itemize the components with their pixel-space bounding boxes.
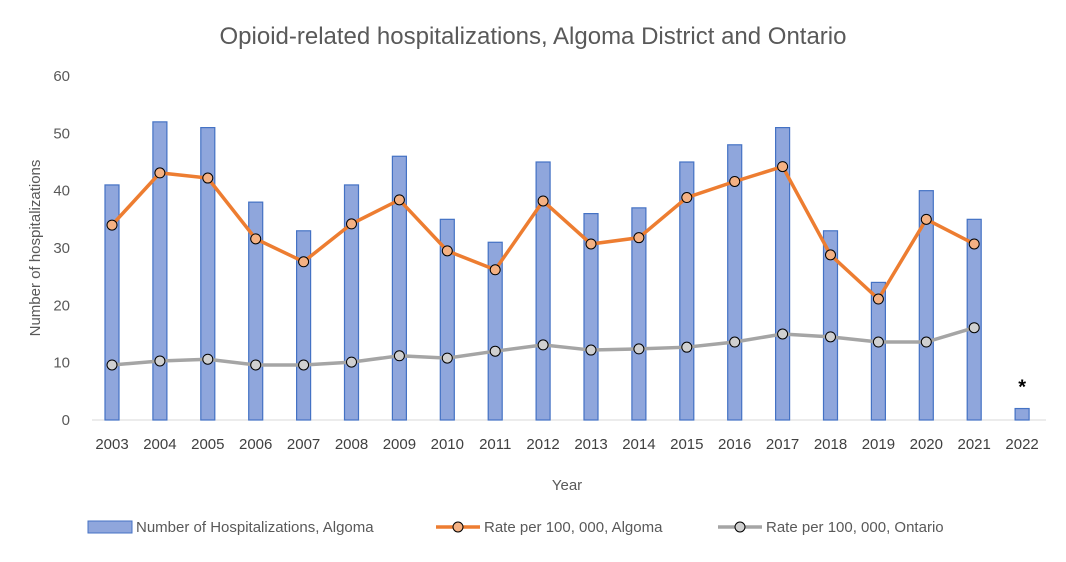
data-point xyxy=(154,167,166,179)
y-tick-label: 30 xyxy=(53,240,70,257)
data-point xyxy=(681,341,693,353)
data-point xyxy=(920,336,932,348)
x-tick-label: 2009 xyxy=(383,436,416,453)
legend-label: Rate per 100, 000, Ontario xyxy=(766,519,944,536)
x-tick-label: 2016 xyxy=(718,436,751,453)
y-tick-label: 0 xyxy=(62,412,70,429)
data-point xyxy=(393,350,405,362)
x-tick-label: 2003 xyxy=(95,436,128,453)
data-point xyxy=(968,238,980,250)
data-point xyxy=(202,353,214,365)
x-tick-label: 2008 xyxy=(335,436,368,453)
x-axis-label: Year xyxy=(552,477,582,494)
y-tick-label: 50 xyxy=(53,125,70,142)
bar xyxy=(439,218,455,421)
bar xyxy=(679,161,695,421)
annotation: * xyxy=(1018,377,1026,399)
data-point xyxy=(298,359,310,371)
data-point xyxy=(777,161,789,173)
bar xyxy=(870,281,887,421)
bar xyxy=(583,213,599,421)
x-tick-label: 2021 xyxy=(958,436,991,453)
data-point xyxy=(729,175,741,187)
data-point xyxy=(633,343,645,355)
bar xyxy=(631,207,647,421)
x-tick-label: 2010 xyxy=(431,436,464,453)
data-point xyxy=(441,245,453,257)
bar xyxy=(487,241,503,421)
bar xyxy=(200,126,216,421)
bar xyxy=(296,230,312,421)
data-point xyxy=(585,238,597,250)
x-tick-label: 2006 xyxy=(239,436,272,453)
data-point xyxy=(298,256,310,268)
data-point xyxy=(346,218,357,230)
x-tick-label: 2014 xyxy=(622,436,655,453)
data-point xyxy=(250,359,262,371)
legend-marker xyxy=(734,521,746,533)
y-axis-label: Number of hospitalizations xyxy=(27,160,44,337)
x-tick-label: 2015 xyxy=(670,436,703,453)
data-point xyxy=(920,213,932,225)
data-point xyxy=(106,219,118,231)
x-tick-label: 2004 xyxy=(143,436,176,453)
chart-title: Opioid-related hospitalizations, Algoma … xyxy=(220,23,847,50)
legend-marker xyxy=(452,521,464,533)
bar xyxy=(1014,407,1030,421)
data-point xyxy=(585,344,597,356)
data-point xyxy=(681,192,693,204)
y-tick-label: 60 xyxy=(53,68,70,85)
legend-label: Number of Hospitalizations, Algoma xyxy=(136,519,374,536)
data-point xyxy=(393,194,405,206)
legend-label: Rate per 100, 000, Algoma xyxy=(484,519,663,536)
bar xyxy=(918,190,934,421)
x-tick-label: 2005 xyxy=(191,436,224,453)
data-point xyxy=(106,359,118,371)
data-point xyxy=(825,249,836,261)
data-point xyxy=(489,345,501,357)
x-tick-label: 2020 xyxy=(910,436,943,453)
x-tick-label: 2019 xyxy=(862,436,895,453)
x-tick-label: 2018 xyxy=(814,436,847,453)
bar xyxy=(822,230,839,421)
x-tick-label: 2022 xyxy=(1005,436,1038,453)
data-point xyxy=(825,331,836,343)
data-point xyxy=(537,195,549,207)
data-point xyxy=(346,356,357,368)
data-point xyxy=(489,264,501,276)
data-point xyxy=(154,355,166,367)
data-point xyxy=(777,328,789,340)
y-tick-label: 20 xyxy=(53,297,70,314)
y-tick-label: 40 xyxy=(53,183,70,200)
data-point xyxy=(968,322,980,334)
data-point xyxy=(872,336,884,348)
bar xyxy=(966,218,982,421)
data-point xyxy=(250,233,262,245)
bar xyxy=(774,126,791,421)
bar xyxy=(727,144,743,421)
data-point xyxy=(202,172,214,184)
x-tick-label: 2017 xyxy=(766,436,799,453)
x-tick-label: 2013 xyxy=(574,436,607,453)
data-point xyxy=(537,339,549,351)
bar xyxy=(535,161,551,421)
bar xyxy=(152,121,168,421)
data-point xyxy=(729,336,741,348)
data-point xyxy=(872,293,884,305)
y-tick-label: 10 xyxy=(53,355,70,372)
x-tick-label: 2007 xyxy=(287,436,320,453)
data-point xyxy=(633,232,645,244)
x-tick-label: 2012 xyxy=(526,436,559,453)
x-tick-label: 2011 xyxy=(479,436,511,453)
legend-swatch xyxy=(87,520,133,534)
data-point xyxy=(441,352,453,364)
